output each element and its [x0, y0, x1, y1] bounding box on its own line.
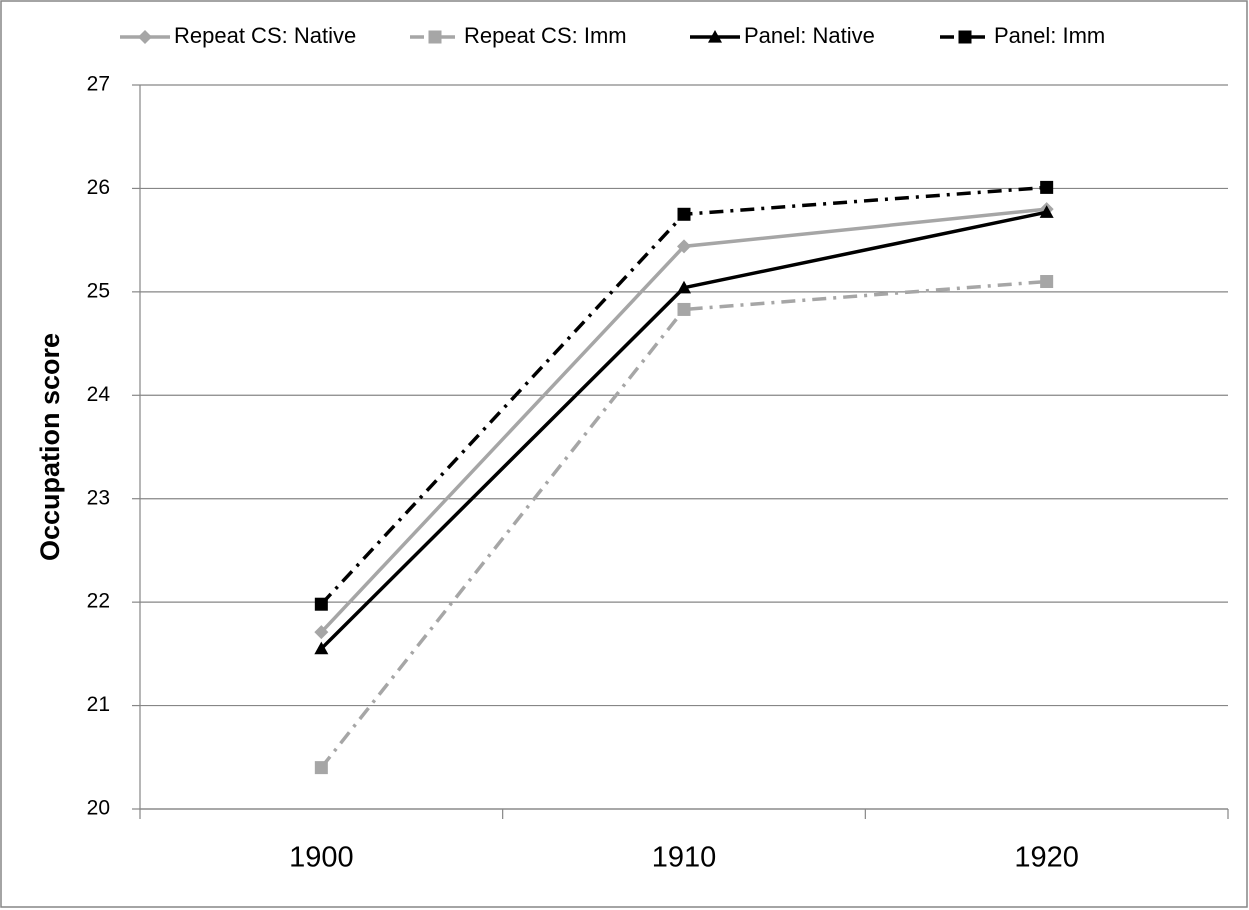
x-tick-label: 1920	[1014, 842, 1079, 874]
y-tick-label: 20	[87, 797, 110, 820]
x-tick-label: 1910	[652, 842, 717, 874]
legend-label: Panel: Imm	[994, 23, 1105, 48]
y-tick-label: 25	[87, 279, 110, 302]
series-line	[319, 279, 1047, 769]
data-point	[314, 761, 328, 775]
legend-marker	[428, 30, 442, 44]
data-point	[677, 207, 691, 221]
legend-label: Repeat CS: Imm	[464, 23, 627, 48]
legend-marker	[958, 30, 972, 44]
data-point	[677, 280, 691, 294]
legend-marker	[708, 30, 722, 43]
legend-label: Panel: Native	[744, 23, 875, 48]
y-tick-label: 27	[87, 73, 110, 96]
x-tick-label: 1900	[289, 842, 354, 874]
y-axis-label: Occupation score	[35, 333, 65, 561]
data-point	[1040, 275, 1054, 289]
legend-label: Repeat CS: Native	[174, 23, 356, 48]
data-point	[314, 625, 329, 640]
y-tick-label: 24	[87, 383, 111, 406]
data-point	[1039, 205, 1054, 218]
y-tick-label: 26	[87, 176, 110, 199]
data-point	[1040, 180, 1054, 194]
y-tick-label: 23	[87, 486, 110, 509]
data-point	[314, 641, 329, 655]
legend-marker	[138, 30, 152, 44]
y-tick-label: 22	[87, 590, 110, 613]
data-point	[677, 302, 691, 316]
y-tick-label: 21	[87, 693, 110, 716]
data-point	[314, 597, 328, 611]
data-point	[677, 239, 691, 254]
